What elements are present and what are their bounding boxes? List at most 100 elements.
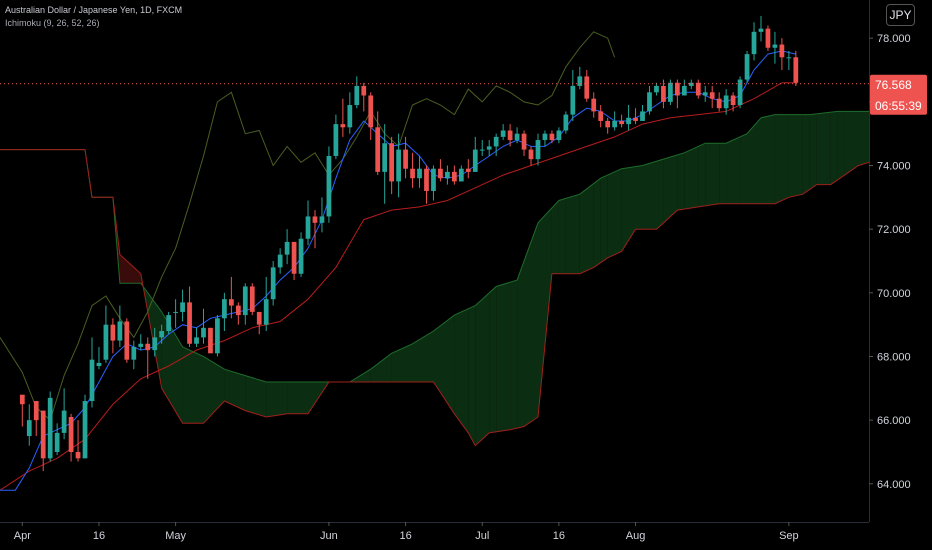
candle-body: [647, 92, 652, 112]
candle: [235, 302, 241, 325]
candle-body: [542, 133, 548, 141]
candle-body: [389, 143, 395, 182]
cloud-segment: [621, 166, 636, 252]
candle-body: [382, 143, 388, 172]
price-tick-label: 78.000: [877, 33, 911, 45]
candle-body: [326, 155, 332, 217]
candle-body: [145, 343, 151, 351]
candle: [424, 165, 429, 204]
bar-countdown: 06:55:39: [875, 99, 922, 113]
candle: [138, 334, 144, 351]
cloud-segment: [858, 111, 869, 166]
candle: [368, 92, 374, 141]
candle-body: [403, 149, 408, 169]
candle: [647, 85, 652, 115]
candle: [410, 152, 415, 188]
candle: [382, 124, 388, 204]
candle: [786, 50, 792, 71]
candle-body: [438, 168, 443, 179]
candle-body: [549, 133, 555, 141]
candle-body: [472, 149, 478, 172]
candle-body: [744, 54, 750, 80]
candle: [396, 133, 401, 198]
candle-body: [716, 98, 722, 109]
senkou-span-b-line: [0, 149, 869, 447]
candle-body: [354, 85, 360, 106]
candle: [333, 114, 339, 160]
cloud-segment: [607, 168, 622, 258]
price-tick-label: 68.000: [877, 351, 911, 363]
candle: [375, 111, 381, 176]
candle: [661, 79, 666, 109]
candle-body: [640, 111, 645, 121]
candle: [723, 89, 729, 115]
candle-body: [284, 241, 290, 255]
candle: [249, 283, 255, 316]
candle: [716, 92, 722, 112]
candle-body: [431, 168, 436, 191]
candle: [709, 85, 715, 109]
cloud-segment: [412, 331, 434, 382]
candle-body: [152, 337, 158, 351]
cloud-segment: [844, 111, 859, 176]
cloud-segment: [266, 382, 288, 417]
candle: [619, 114, 624, 128]
candle-body: [215, 318, 220, 354]
candle-body: [410, 168, 415, 179]
candle: [507, 124, 513, 147]
candle-body: [159, 331, 165, 338]
candle: [319, 197, 325, 233]
currency-button[interactable]: JPY: [886, 4, 915, 26]
cloud-segment: [747, 117, 761, 204]
candle-body: [598, 111, 604, 121]
candle-body: [263, 299, 269, 325]
cloud-segment: [593, 178, 601, 268]
candle-body: [96, 362, 102, 367]
cloud-segment: [809, 113, 817, 190]
candle-body: [256, 311, 262, 325]
cloud-segment: [705, 143, 720, 206]
price-tick-label: 72.000: [877, 224, 911, 236]
candle: [256, 311, 262, 335]
candle: [389, 136, 395, 195]
candle-body: [319, 216, 325, 223]
candle: [19, 394, 25, 427]
cloud-segment: [684, 146, 699, 209]
candle-body: [779, 44, 785, 58]
candle: [208, 327, 213, 354]
candle: [403, 136, 408, 179]
cloud-segment: [161, 311, 183, 424]
candle-body: [103, 324, 109, 360]
candle-body: [556, 130, 562, 141]
candle-body: [479, 149, 485, 151]
candle: [82, 394, 88, 459]
candle-body: [605, 120, 611, 128]
candle-body: [528, 149, 534, 160]
cloud-segment: [182, 346, 204, 424]
candle: [291, 241, 297, 281]
cloud-segment: [119, 254, 141, 284]
cloud-segment: [538, 208, 552, 417]
indicator-legend[interactable]: Ichimoku (9, 26, 52, 26): [5, 18, 100, 28]
candle-body: [688, 82, 694, 86]
candle: [103, 305, 109, 363]
time-tick-label: 16: [399, 530, 411, 542]
candle-body: [668, 82, 673, 102]
cloud-segment: [496, 282, 511, 432]
candle-body: [535, 140, 541, 160]
candle-body: [131, 346, 137, 360]
candle-body: [187, 302, 192, 344]
candle-body: [368, 95, 374, 128]
candle: [584, 70, 590, 102]
candle-body: [347, 105, 353, 128]
candle-body: [577, 76, 583, 86]
candle: [654, 82, 659, 96]
candle-body: [33, 401, 39, 421]
candle-body: [786, 57, 792, 59]
candle-body: [375, 127, 381, 172]
cloud-segment: [558, 198, 566, 274]
current-price-value: 76.568: [875, 78, 912, 92]
cloud-segment: [642, 161, 657, 230]
